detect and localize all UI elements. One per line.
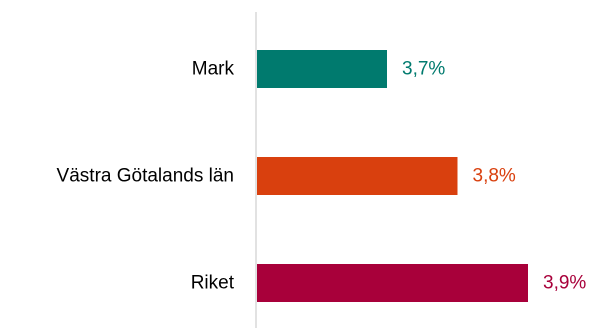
value-label-0: 3,7%: [402, 59, 445, 80]
category-label-2: Riket: [191, 273, 235, 294]
value-label-2: 3,9%: [543, 273, 586, 294]
bar-0: [257, 50, 387, 88]
bar-2: [257, 264, 528, 302]
bar-1: [257, 157, 458, 195]
bars-group: Mark 3,7% Västra Götalands län 3,8% Riket 3,9…: [57, 50, 586, 302]
value-label-1: 3,8%: [473, 166, 516, 187]
category-label-1: Västra Götalands län: [57, 166, 234, 187]
category-label-0: Mark: [192, 59, 235, 80]
